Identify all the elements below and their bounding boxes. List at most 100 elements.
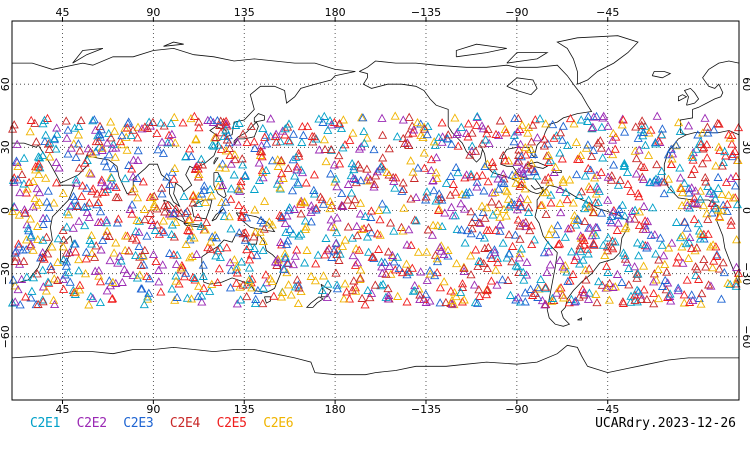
observation-marker (523, 160, 533, 169)
observation-marker (39, 115, 50, 124)
observation-marker (634, 287, 644, 296)
observation-marker (703, 128, 713, 137)
observation-marker (541, 209, 551, 219)
observation-marker (453, 141, 463, 150)
observation-marker (225, 150, 235, 160)
observation-marker (384, 290, 394, 299)
observation-marker (376, 281, 386, 290)
observation-marker (214, 264, 224, 273)
observation-marker (203, 115, 213, 124)
observation-marker (194, 191, 204, 200)
observation-marker (518, 168, 528, 177)
observation-marker (280, 249, 290, 258)
observation-marker (90, 266, 100, 275)
observation-marker (432, 254, 442, 263)
observation-marker (707, 208, 717, 217)
observation-marker (515, 197, 525, 207)
observation-marker (219, 211, 229, 221)
observation-marker (215, 120, 225, 129)
observation-marker (666, 159, 677, 169)
observation-marker (41, 232, 52, 241)
lat-label-right: −30 (740, 262, 750, 285)
observation-marker (32, 183, 42, 193)
observation-marker (38, 150, 48, 160)
observation-marker (186, 113, 196, 123)
observation-marker (107, 293, 118, 303)
observation-marker (62, 133, 72, 142)
observation-marker (331, 239, 341, 248)
observation-marker (624, 263, 634, 272)
observation-marker (237, 154, 247, 163)
observation-marker (292, 162, 302, 171)
observation-marker (603, 121, 613, 130)
observation-marker (170, 163, 180, 172)
observation-marker (66, 143, 76, 152)
observation-marker (295, 197, 306, 206)
observation-marker (622, 167, 633, 177)
observation-marker (140, 122, 150, 131)
observation-marker (260, 196, 270, 205)
observation-marker (678, 231, 688, 240)
observation-marker (512, 127, 523, 136)
observation-marker (565, 175, 575, 184)
observation-marker (96, 177, 107, 187)
observation-marker (134, 216, 144, 225)
observation-marker (591, 189, 601, 198)
observation-marker (104, 128, 114, 138)
observation-marker (222, 243, 232, 252)
dataset-date-label: UCARdry.2023-12-26 (595, 416, 736, 431)
observation-marker (378, 153, 388, 162)
observation-marker (702, 122, 712, 131)
lon-label-bottom: 180 (325, 403, 346, 416)
observation-marker (294, 283, 304, 292)
observation-marker (383, 247, 394, 256)
observation-marker (411, 216, 421, 225)
observation-marker (515, 248, 525, 258)
observation-marker (85, 168, 95, 177)
observation-marker (373, 229, 383, 238)
observation-marker (167, 284, 177, 293)
observation-marker (695, 186, 705, 195)
observation-marker (34, 169, 44, 178)
observation-marker (437, 118, 447, 127)
observation-marker (702, 209, 712, 218)
observation-marker (120, 231, 131, 240)
legend-item-c2e6: C2E6 (263, 416, 294, 431)
observation-marker (15, 187, 25, 197)
observation-marker (88, 149, 98, 158)
observation-marker (111, 192, 121, 201)
observation-marker (541, 119, 551, 128)
observation-marker (249, 232, 259, 241)
observation-marker (591, 289, 601, 298)
observation-marker (501, 128, 511, 137)
observation-marker (393, 291, 403, 300)
observation-marker (660, 259, 670, 269)
observation-marker (501, 211, 511, 220)
observation-marker (502, 186, 512, 196)
coastline-path (213, 172, 227, 199)
observation-marker (547, 293, 558, 302)
observation-marker (556, 207, 566, 217)
observation-marker (53, 257, 63, 266)
observation-marker (459, 263, 469, 272)
observation-marker (247, 283, 257, 292)
observation-marker (275, 137, 285, 146)
observation-marker (728, 149, 738, 158)
observation-marker (715, 212, 725, 222)
observation-marker (718, 258, 728, 267)
observation-marker (13, 284, 23, 294)
observation-marker (498, 150, 508, 160)
observation-marker (654, 255, 664, 264)
observation-marker (513, 215, 523, 224)
observation-marker (245, 241, 255, 251)
observation-marker (516, 152, 526, 161)
observation-marker (505, 290, 516, 299)
observation-marker (398, 226, 408, 235)
observation-marker (35, 163, 45, 172)
observation-marker (406, 156, 416, 165)
observation-marker (677, 200, 687, 210)
observation-marker (657, 166, 667, 175)
observation-marker (102, 286, 112, 295)
observation-marker (731, 262, 742, 271)
observation-marker (18, 245, 28, 254)
